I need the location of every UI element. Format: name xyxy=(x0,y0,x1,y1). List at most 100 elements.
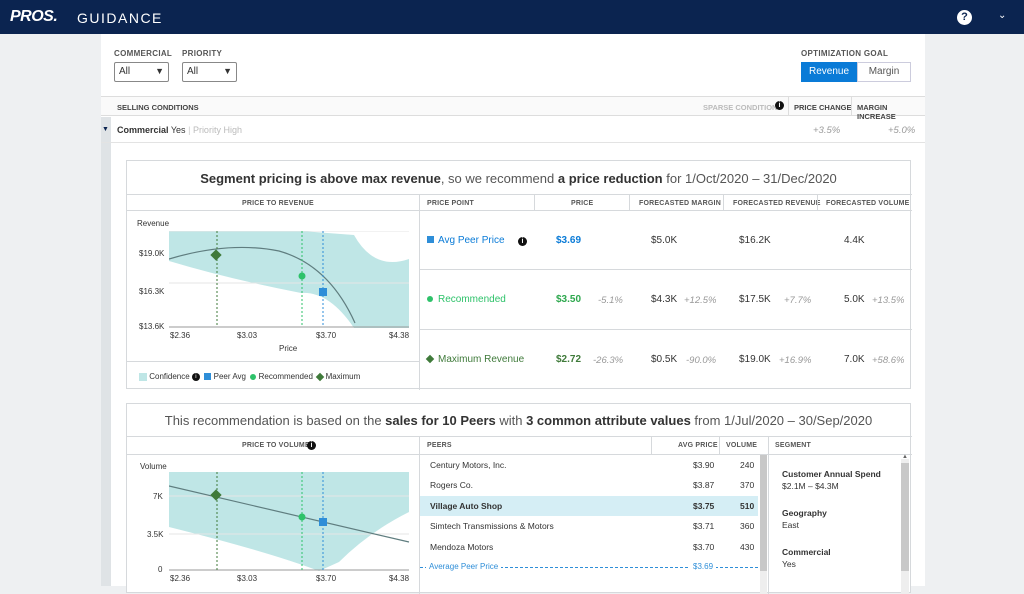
chevron-down-icon[interactable]: ⌄ xyxy=(998,10,1007,21)
revenue-curve xyxy=(169,246,356,324)
diamond-marker-icon xyxy=(316,372,325,382)
revenue-goal-button[interactable]: Revenue xyxy=(801,62,857,82)
commercial-key: Commercial xyxy=(117,125,169,135)
commercial-select[interactable]: All ▼ xyxy=(114,62,169,82)
segment-key: Commercial xyxy=(782,547,831,557)
peers-header: PEERS xyxy=(427,442,452,449)
avg-peer-margin: $5.0K xyxy=(651,235,678,246)
priority-value: High xyxy=(223,125,242,135)
forecasted-revenue-header: FORECASTED REVENUE xyxy=(733,200,821,207)
priority-filter-label: PRIORITY xyxy=(182,49,223,58)
app-title: GUIDANCE xyxy=(77,10,163,26)
recommended-revenue: $17.5K xyxy=(739,294,771,305)
recommended-volume: 5.0K xyxy=(844,294,865,305)
conditions-header: SELLING CONDITIONS SPARSE CONDITIONS i P… xyxy=(101,96,925,121)
average-peer-price-label: Average Peer Price xyxy=(426,562,502,571)
maximum-revenue-revenue: $19.0K xyxy=(739,354,771,365)
y-tick: 7K xyxy=(153,492,163,501)
diamond-marker-icon xyxy=(425,354,435,364)
price-to-volume-header: PRICE TO VOLUME xyxy=(242,442,310,449)
recommended-row[interactable]: Recommended xyxy=(427,294,506,305)
commercial-filter-label: COMMERCIAL xyxy=(114,49,173,58)
margin-increase-value: +5.0% xyxy=(888,125,916,136)
peer-row-selected[interactable]: Village Auto Shop $3.75 510 xyxy=(420,496,758,516)
scroll-up-icon[interactable]: ▲ xyxy=(902,454,908,460)
recommendation-title: Segment pricing is above max revenue, so… xyxy=(200,171,837,186)
volume-chart xyxy=(169,472,410,571)
peer-row[interactable]: Century Motors, Inc. $3.90 240 xyxy=(430,460,755,470)
price-point-header: PRICE POINT xyxy=(427,200,474,207)
segment-value: $2.1M – $4.3M xyxy=(782,481,839,491)
side-stripe xyxy=(101,117,111,586)
x-tick: $4.38 xyxy=(389,574,410,583)
expand-caret-icon[interactable]: ▼ xyxy=(102,126,109,133)
maximum-revenue-volume: 7.0K xyxy=(844,354,865,365)
info-icon[interactable]: i xyxy=(191,372,200,381)
avg-peer-price-row[interactable]: Avg Peer Price xyxy=(427,235,505,246)
x-tick: $2.36 xyxy=(170,574,191,583)
recommended-price-delta: -5.1% xyxy=(598,295,623,306)
recommended-margin: $4.3K xyxy=(651,294,678,305)
revenue-chart xyxy=(169,231,409,328)
y-tick: $13.6K xyxy=(139,322,165,331)
price-change-value: +3.5% xyxy=(813,125,841,136)
price-change-header[interactable]: PRICE CHANGE xyxy=(794,103,852,112)
x-tick: $2.36 xyxy=(170,331,191,340)
segment-value: Yes xyxy=(782,559,796,569)
chevron-down-icon: ▼ xyxy=(223,66,232,76)
recommendation-panel: Segment pricing is above max revenue, so… xyxy=(126,160,912,390)
segment-scrollbar[interactable] xyxy=(901,459,909,594)
square-marker-icon xyxy=(427,236,434,243)
recommended-price: $3.50 xyxy=(556,294,582,305)
x-tick: $4.38 xyxy=(389,331,410,340)
x-tick: $3.70 xyxy=(316,574,337,583)
margin-goal-button[interactable]: Margin xyxy=(857,62,911,82)
recommended-margin-delta: +12.5% xyxy=(684,295,717,306)
price-axis-label: Price xyxy=(279,344,298,353)
peer-avg-marker xyxy=(319,288,327,296)
optimization-goal-label: OPTIMIZATION GOAL xyxy=(801,49,889,58)
peer-row[interactable]: Simtech Transmissions & Motors $3.71 360 xyxy=(430,521,755,531)
forecasted-margin-header: FORECASTED MARGIN xyxy=(639,200,721,207)
maximum-revenue-price: $2.72 xyxy=(556,354,582,365)
maximum-revenue-row[interactable]: Maximum Revenue xyxy=(425,354,524,365)
maximum-revenue-margin-delta: -90.0% xyxy=(686,355,717,366)
volume-curve xyxy=(169,485,410,543)
priority-key: Priority xyxy=(192,125,221,135)
average-peer-price-value: $3.69 xyxy=(690,562,717,571)
margin-increase-header[interactable]: MARGIN INCREASE xyxy=(857,103,896,121)
segment-value: East xyxy=(782,520,800,530)
peers-title: This recommendation is based on the sale… xyxy=(164,413,873,428)
info-icon[interactable]: i xyxy=(775,101,784,110)
separator: | xyxy=(188,125,191,135)
maximum-revenue-volume-delta: +58.6% xyxy=(872,355,905,366)
avg-peer-revenue: $16.2K xyxy=(739,235,771,246)
avg-peer-volume: 4.4K xyxy=(844,235,865,246)
maximum-revenue-margin: $0.5K xyxy=(651,354,678,365)
peer-row[interactable]: Mendoza Motors $3.70 430 xyxy=(430,542,755,552)
peers-panel: This recommendation is based on the sale… xyxy=(126,403,912,594)
info-icon[interactable]: i xyxy=(307,441,316,450)
segment-key: Geography xyxy=(782,508,827,518)
segment-header: SEGMENT xyxy=(775,442,812,449)
circle-marker-icon xyxy=(427,296,433,302)
avg-peer-price-value: $3.69 xyxy=(556,235,582,246)
price-header: PRICE xyxy=(571,200,594,207)
selling-conditions-header: SELLING CONDITIONS xyxy=(117,103,199,112)
segment-key: Customer Annual Spend xyxy=(782,469,881,479)
confidence-swatch-icon xyxy=(139,372,147,381)
priority-select[interactable]: All ▼ xyxy=(182,62,237,82)
info-icon[interactable]: i xyxy=(518,237,527,246)
peer-row[interactable]: Rogers Co. $3.87 370 xyxy=(430,480,755,490)
maximum-revenue-price-delta: -26.3% xyxy=(593,355,624,366)
peer-list-scrollbar[interactable] xyxy=(760,455,767,594)
chart-legend: Confidence i Peer Avg Recommended Maximu… xyxy=(139,372,360,382)
y-tick: $16.3K xyxy=(139,287,165,296)
condition-row[interactable]: ▼ Commercial Yes | Priority High +3.5% +… xyxy=(101,117,925,143)
avg-price-header: AVG PRICE xyxy=(678,442,718,449)
sparse-conditions-header: SPARSE CONDITIONS xyxy=(703,103,783,112)
y-tick: 0 xyxy=(158,565,163,574)
help-icon[interactable]: ? xyxy=(957,10,972,25)
peer-avg-marker xyxy=(319,518,327,526)
confidence-band xyxy=(169,472,409,571)
